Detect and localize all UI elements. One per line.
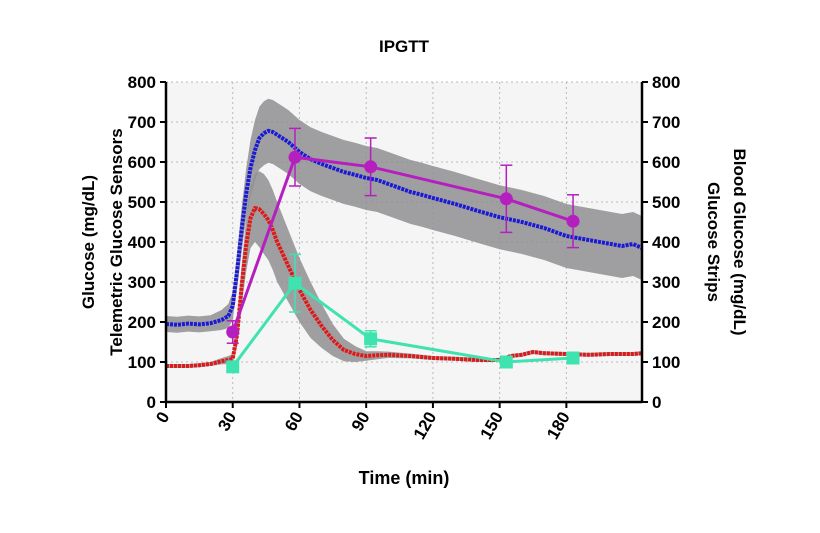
y-tick-labels-left: 0 100 200 300 400 500 600 700 800: [128, 73, 156, 412]
axes: [160, 81, 648, 408]
x-tick-label: 0: [152, 409, 173, 427]
y-tick-label-right: 0: [652, 393, 661, 412]
y-tick-label-right: 800: [652, 73, 680, 92]
data-point-square: [288, 276, 302, 290]
chart-title: IPGTT: [379, 37, 430, 56]
y-tick-labels-right: 0 100 200 300 400 500 600 700 800: [652, 73, 680, 412]
confidence-band-1: [166, 98, 642, 333]
data-point-circle: [499, 192, 513, 206]
y-tick-label-left: 800: [128, 73, 156, 92]
y-tick-label-right: 700: [652, 113, 680, 132]
y-tick-label-left: 300: [128, 273, 156, 292]
y-tick-label-left: 0: [147, 393, 156, 412]
data-point-circle: [364, 160, 378, 174]
data-point-circle: [288, 150, 302, 164]
y-axis-label-right-line1: Blood Glucose (mg/dL): [730, 149, 749, 336]
data-point-circle: [226, 325, 240, 339]
y-tick-label-left: 700: [128, 113, 156, 132]
strip-series: [226, 127, 580, 374]
sensor-trace-line-1: [165, 128, 643, 327]
y-tick-label-right: 500: [652, 193, 680, 212]
x-tick-label: 90: [348, 409, 374, 435]
y-axis-label-left-line2: Telemetric Glucose Sensors: [107, 128, 126, 355]
data-point-square: [499, 355, 513, 369]
y-tick-label-left: 400: [128, 233, 156, 252]
y-tick-label-right: 400: [652, 233, 680, 252]
x-tick-label: 180: [543, 409, 574, 443]
y-axis-label-right-line2: Glucose Strips: [704, 182, 723, 302]
y-tick-label-right: 600: [652, 153, 680, 172]
y-tick-label-left: 100: [128, 353, 156, 372]
data-point-square: [364, 332, 378, 346]
confidence-bands: [166, 98, 642, 368]
y-tick-label-right: 300: [652, 273, 680, 292]
y-tick-label-right: 200: [652, 313, 680, 332]
x-tick-label: 150: [476, 409, 507, 443]
x-tick-label: 60: [281, 409, 307, 435]
y-tick-label-left: 600: [128, 153, 156, 172]
data-point-square: [226, 360, 240, 374]
x-tick-label: 30: [214, 409, 240, 435]
x-axis-label: Time (min): [359, 468, 450, 488]
sensor-trace-line-2: [166, 206, 643, 368]
y-tick-label-left: 200: [128, 313, 156, 332]
x-tick-labels: 0 30 60 90 120 150 180: [152, 409, 574, 443]
sensor-traces: [165, 128, 643, 368]
y-axis-label-left: Glucose (mg/dL) Telemetric Glucose Senso…: [79, 128, 126, 355]
y-axis-label-left-line1: Glucose (mg/dL): [79, 175, 98, 309]
x-tick-label: 120: [410, 409, 441, 443]
data-point-square: [566, 351, 580, 365]
y-tick-label-left: 500: [128, 193, 156, 212]
y-tick-label-right: 100: [652, 353, 680, 372]
data-point-circle: [566, 214, 580, 228]
y-axis-label-right: Blood Glucose (mg/dL) Glucose Strips: [704, 149, 749, 336]
